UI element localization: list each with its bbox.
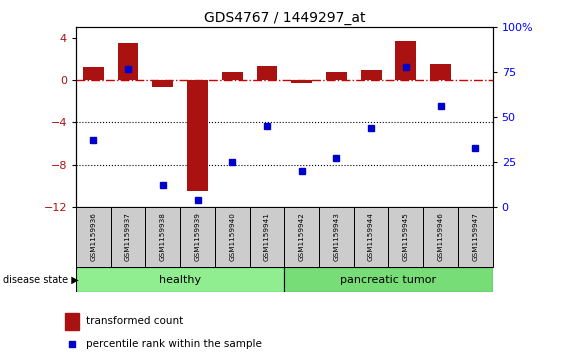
Bar <box>388 207 423 267</box>
Bar <box>423 207 458 267</box>
Text: GSM1159943: GSM1159943 <box>333 212 339 261</box>
Bar <box>361 69 382 80</box>
Bar <box>153 80 173 87</box>
Title: GDS4767 / 1449297_at: GDS4767 / 1449297_at <box>204 11 365 25</box>
Bar <box>111 207 145 267</box>
Text: GSM1159937: GSM1159937 <box>125 212 131 261</box>
Bar <box>187 80 208 191</box>
Bar <box>65 313 79 330</box>
Bar <box>395 41 416 80</box>
Text: GSM1159936: GSM1159936 <box>91 212 96 261</box>
Text: pancreatic tumor: pancreatic tumor <box>341 274 436 285</box>
Text: GSM1159946: GSM1159946 <box>437 212 444 261</box>
Bar <box>222 72 243 80</box>
Text: GSM1159938: GSM1159938 <box>160 212 166 261</box>
Text: GSM1159939: GSM1159939 <box>195 212 200 261</box>
Bar <box>249 207 284 267</box>
Bar <box>319 207 354 267</box>
Bar <box>430 64 451 80</box>
Text: disease state ▶: disease state ▶ <box>3 275 79 285</box>
Text: GSM1159947: GSM1159947 <box>472 212 478 261</box>
Bar <box>257 66 278 80</box>
Bar <box>76 207 111 267</box>
Text: GSM1159942: GSM1159942 <box>299 212 305 261</box>
Bar <box>291 80 312 83</box>
Text: transformed count: transformed count <box>86 316 183 326</box>
Bar <box>83 68 104 80</box>
Text: GSM1159945: GSM1159945 <box>403 212 409 261</box>
Bar <box>326 72 347 80</box>
Text: GSM1159940: GSM1159940 <box>229 212 235 261</box>
Text: GSM1159944: GSM1159944 <box>368 212 374 261</box>
Bar <box>118 43 138 80</box>
Bar <box>458 207 493 267</box>
Bar <box>215 207 249 267</box>
Bar <box>180 207 215 267</box>
Bar <box>284 207 319 267</box>
Text: GSM1159941: GSM1159941 <box>264 212 270 261</box>
Text: healthy: healthy <box>159 274 201 285</box>
Text: percentile rank within the sample: percentile rank within the sample <box>86 339 261 349</box>
Bar <box>76 267 284 292</box>
Bar <box>284 267 493 292</box>
Bar <box>354 207 388 267</box>
Bar <box>145 207 180 267</box>
